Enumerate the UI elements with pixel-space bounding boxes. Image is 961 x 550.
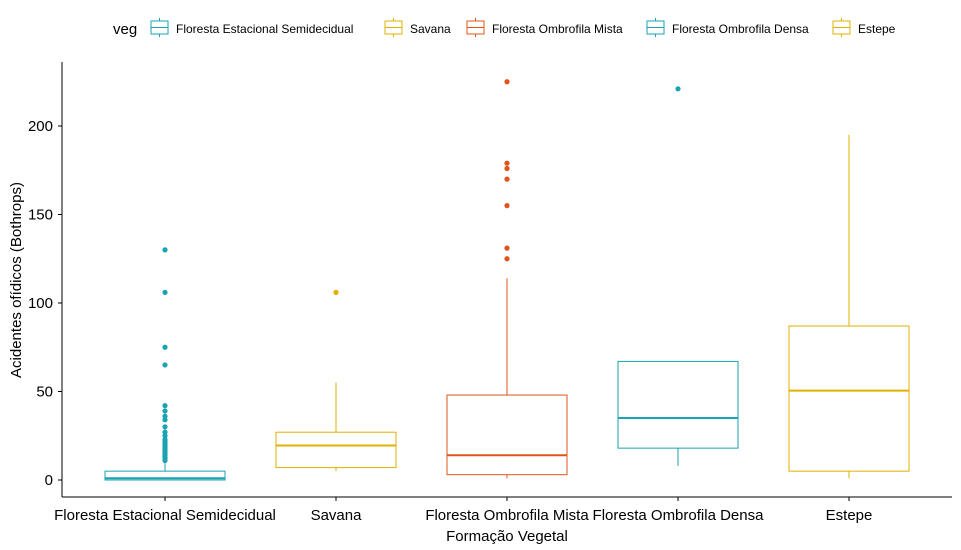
y-axis-title: Acidentes ofídicos (Bothrops) — [8, 182, 25, 378]
outlier-point — [504, 203, 510, 209]
outlier-point — [504, 165, 510, 172]
legend-label: Floresta Ombrofila Mista — [492, 22, 623, 36]
axes: 0 50 100 150 200 Floresta Estacional Semidec… — [28, 62, 952, 524]
box-group — [104, 247, 226, 481]
outlier-point — [162, 344, 168, 350]
y-tick-label: 150 — [28, 207, 53, 224]
legend-label: Estepe — [858, 22, 896, 36]
outlier-point — [504, 160, 510, 166]
outlier-point — [162, 408, 168, 414]
legend-item: Floresta Ombrofila Densa — [646, 18, 809, 37]
outlier-point — [504, 176, 510, 182]
legend-label: Floresta Ombrofila Densa — [672, 22, 809, 36]
outlier-point — [675, 86, 681, 92]
x-tick-label: Floresta Estacional Semidecidual — [54, 507, 276, 524]
legend-item: Estepe — [832, 18, 896, 37]
outlier-point — [162, 362, 168, 368]
x-tick-label: Savana — [311, 507, 363, 524]
box-group — [788, 134, 910, 479]
y-tick-label: 200 — [28, 118, 53, 135]
legend: veg Floresta Estacional Semidecidual Sava… — [113, 18, 896, 38]
box-iqr — [104, 470, 226, 481]
y-tick-label: 100 — [28, 295, 53, 312]
outlier-point — [162, 247, 168, 253]
outlier-point — [162, 403, 168, 409]
outlier-point — [162, 424, 168, 430]
legend-item: Floresta Estacional Semidecidual — [150, 18, 353, 37]
outlier-point — [504, 256, 510, 262]
legend-label: Floresta Estacional Semidecidual — [176, 22, 353, 36]
x-tick-label: Floresta Ombrofila Mista — [425, 507, 589, 524]
box-iqr — [446, 394, 568, 476]
box-group — [275, 289, 397, 472]
outlier-point — [504, 79, 510, 85]
legend-item: Savana — [384, 18, 451, 37]
outlier-point — [162, 289, 168, 295]
x-axis-title: Formação Vegetal — [446, 528, 568, 545]
x-tick-label: Floresta Ombrofila Densa — [593, 507, 765, 524]
legend-label: Savana — [410, 22, 451, 36]
legend-title: veg — [113, 21, 137, 38]
y-tick-label: 50 — [36, 384, 53, 401]
box-iqr — [617, 360, 739, 449]
boxes — [104, 79, 910, 481]
outlier-point — [162, 429, 168, 435]
box-iqr — [275, 431, 397, 469]
box-group — [617, 86, 739, 466]
outlier-point — [504, 245, 510, 251]
box-group — [446, 79, 568, 479]
y-tick-label: 0 — [45, 472, 53, 489]
outlier-point — [162, 413, 168, 419]
x-tick-label: Estepe — [826, 507, 873, 524]
box-iqr — [788, 325, 910, 472]
outlier-point — [333, 289, 339, 295]
legend-item: Floresta Ombrofila Mista — [466, 18, 623, 37]
